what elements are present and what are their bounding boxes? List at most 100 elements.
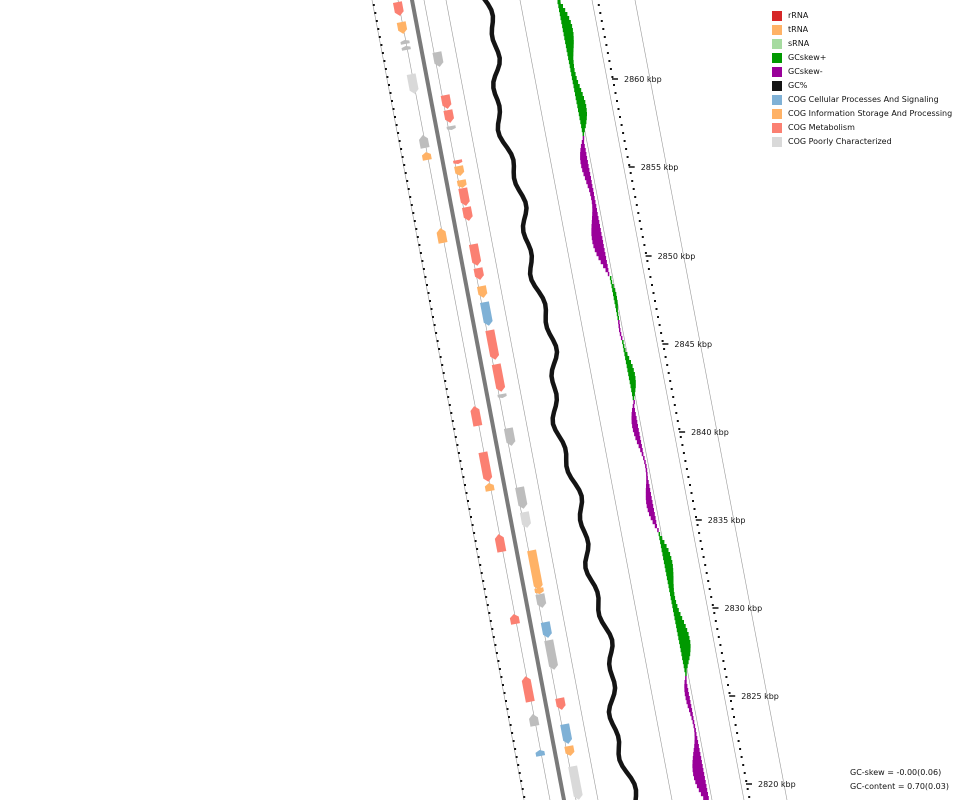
ruler-dot-right — [701, 548, 704, 550]
gc-skew-positive-bar — [680, 648, 691, 653]
ruler-dot-left — [430, 308, 433, 310]
gc-skew-positive-bar — [632, 396, 635, 401]
cds-feature — [396, 21, 408, 34]
cds-feature — [454, 165, 465, 176]
legend-swatch — [772, 137, 782, 147]
ruler-dot-left — [432, 316, 434, 318]
ruler-dot-right — [622, 132, 625, 134]
cds-feature — [421, 152, 432, 161]
ruler-dot-left — [391, 100, 393, 102]
gc-skew-negative-bar — [631, 420, 638, 425]
gc-skew-positive-bar — [563, 32, 574, 37]
gc-skew-positive-bar — [581, 124, 586, 129]
cds-feature — [461, 206, 473, 221]
ruler-dot-left — [482, 580, 485, 582]
legend-item-srna: sRNA — [772, 37, 952, 51]
ruler-dot-left — [386, 76, 389, 78]
ruler-dot-left — [409, 196, 412, 198]
legend-label: COG Cellular Processes And Signaling — [788, 95, 939, 104]
ruler-dot-left — [383, 60, 386, 62]
legend-item-cog-cellular: COG Cellular Processes And Signaling — [772, 93, 952, 107]
ruler-dot-right — [705, 572, 708, 574]
ruler-dot-left — [422, 268, 425, 270]
backbone-line — [409, 0, 567, 800]
ruler-dot-left — [433, 324, 436, 326]
ruler-dot-right — [675, 412, 678, 414]
ruler-dot-left — [505, 700, 507, 702]
ruler-dot-right — [664, 356, 667, 358]
cds-feature — [406, 73, 419, 94]
gc-skew-negative-bar — [632, 408, 635, 413]
ruler-dot-right — [609, 68, 612, 70]
gc-skew-positive-bar — [629, 380, 636, 385]
gc-skew-positive-bar — [610, 280, 613, 285]
legend-label: rRNA — [788, 11, 809, 20]
gc-skew-negative-bar — [703, 796, 709, 800]
ruler-dot-right — [727, 684, 729, 686]
gc-skew-negative-bar — [644, 460, 646, 465]
gc-skew-negative-bar — [580, 156, 588, 161]
gc-skew-negative-bar — [633, 400, 635, 405]
ruler-dot-left — [404, 172, 407, 174]
cds-feature — [456, 179, 467, 188]
cds-feature — [453, 159, 463, 164]
cds-feature — [468, 243, 482, 266]
ruler-dot-right — [687, 476, 690, 478]
gc-skew-positive-bar — [624, 352, 628, 357]
gc-skew-negative-bar — [591, 196, 595, 201]
ruler-dot-right — [723, 668, 726, 670]
ruler-dot-left — [410, 204, 413, 206]
legend-label: GC% — [788, 81, 808, 90]
ruler-dot-right — [695, 516, 697, 518]
gc-skew-negative-bar — [591, 224, 600, 229]
tick-label: 2855 kbp — [641, 163, 679, 172]
gc-skew-negative-bar — [638, 444, 642, 449]
gc-skew-negative-bar — [587, 184, 593, 189]
cds-feature — [555, 697, 566, 710]
gc-skew-positive-bar — [576, 100, 586, 105]
ruler-dot-left — [471, 524, 474, 526]
ruler-dot-left — [395, 124, 398, 126]
ruler-dot-left — [494, 644, 497, 646]
legend-item-trna: tRNA — [772, 23, 952, 37]
gc-skew-positive-bar — [666, 576, 674, 581]
ruler-dot-left — [488, 612, 491, 614]
gc-skew-positive-bar — [659, 536, 663, 541]
gc-skew-positive-bar — [617, 316, 619, 321]
ruler-dot-right — [613, 84, 615, 86]
ruler-dot-right — [722, 660, 725, 662]
cds-feature — [470, 406, 483, 427]
legend-item-gcskew-negative: GCskew- — [772, 65, 952, 79]
ruler-dot-right — [640, 228, 643, 230]
cds-feature — [480, 301, 493, 326]
ruler-dot-left — [442, 372, 445, 374]
ruler-dot-right — [746, 788, 749, 790]
ruler-dot-left — [384, 68, 387, 70]
ruler-dot-right — [681, 444, 684, 446]
cds-feature — [491, 363, 506, 392]
gc-skew-positive-bar — [580, 120, 587, 125]
gc-skew-negative-bar — [692, 720, 695, 725]
ruler-dot-left — [491, 628, 494, 630]
cds-feature — [534, 587, 544, 594]
tick-label: 2840 kbp — [691, 428, 729, 437]
ruler-dot-left — [448, 404, 451, 406]
sequence-stats: GC-skew = -0.00(0.06) GC-content = 0.70(… — [850, 766, 949, 794]
ruler-dot-left — [453, 428, 456, 430]
gc-skew-positive-bar — [675, 620, 684, 625]
legend-item-cog-poorly: COG Poorly Characterized — [772, 135, 952, 149]
gc-skew-negative-bar — [592, 240, 604, 245]
gc-skew-positive-bar — [676, 628, 688, 633]
gc-skew-positive-bar — [561, 20, 571, 25]
gc-skew-negative-bar — [592, 216, 599, 221]
ruler-dot-right — [646, 260, 649, 262]
ruler-dot-right — [600, 20, 603, 22]
ruler-dot-right — [632, 188, 635, 190]
legend: rRNA tRNA sRNA GCskew+ GCskew- GC% COG C… — [772, 9, 952, 149]
ruler-dot-right — [702, 556, 705, 558]
ruler-dot-right — [666, 364, 669, 366]
gc-skew-negative-bar — [692, 756, 702, 761]
ruler-dot-right — [672, 396, 675, 398]
ruler-dot-left — [401, 156, 404, 158]
ruler-dot-right — [655, 308, 658, 310]
